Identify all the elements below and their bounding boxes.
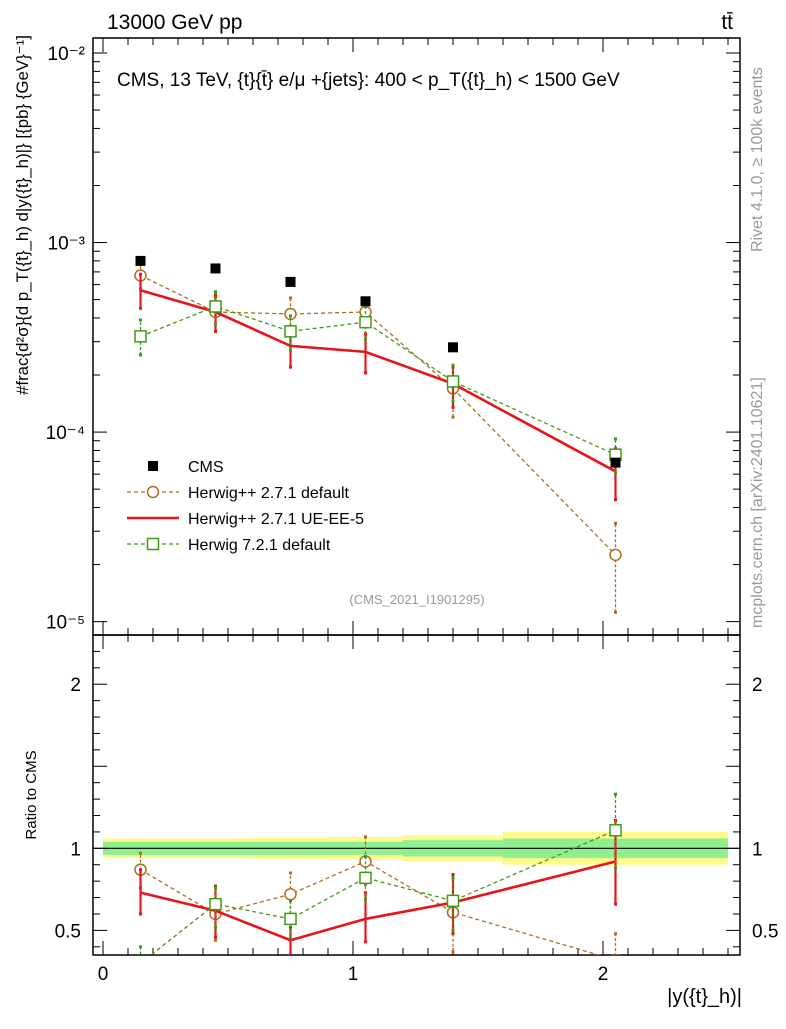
y-tick-label: 10⁻²: [48, 44, 86, 65]
data-point-square: [146, 537, 160, 551]
data-point-square: [446, 375, 460, 388]
data-point-cms: [610, 457, 621, 468]
legend: CMS Herwig++ 2.7.1 default Herwig++ 2.7.1 …: [127, 459, 364, 554]
data-point-square: [135, 958, 146, 969]
data-point-cms: [360, 296, 371, 307]
mcplots-label: mcplots.cern.ch [arXiv:2401.10621]: [749, 377, 766, 628]
data-point-cms: [135, 255, 146, 266]
x-tick-label: 1: [348, 964, 359, 985]
legend-label: Herwig++ 2.7.1 default: [188, 485, 350, 502]
ratio-line: [149, 829, 616, 955]
ratio-y-tick-label: 1: [752, 839, 763, 860]
ratio-bands: [93, 831, 740, 865]
ratio-y-tick-label: 0.5: [55, 921, 81, 942]
header-left: 13000 GeV pp: [107, 11, 242, 34]
data-point-square: [359, 315, 372, 329]
rivet-label: Rivet 4.1.0, ≥ 100k events: [749, 67, 766, 252]
y-tick-label: 10⁻⁵: [46, 613, 85, 634]
data-point-cms: [210, 263, 221, 274]
header-right: tt̄: [721, 11, 733, 34]
main-line: [140, 305, 616, 456]
x-tick-label: 0: [98, 964, 109, 985]
y-tick-label: 10⁻⁴: [46, 423, 85, 444]
watermark: (CMS_2021_I1901295): [349, 592, 484, 607]
data-point-circle: [146, 485, 160, 499]
data-point-square: [209, 300, 222, 313]
ratio-y-tick-label: 2: [752, 675, 763, 696]
data-point-cms: [285, 276, 296, 287]
legend-marker-cms: [148, 461, 158, 471]
legend-label: Herwig++ 2.7.1 UE-EE-5: [188, 511, 364, 528]
y-tick-label: 10⁻³: [48, 234, 86, 255]
main-ylabel: #frac{d²σ}{d p_T({t}_h) d|y({t}_h)|} [{p…: [13, 35, 32, 395]
ratio-ylabel: Ratio to CMS: [23, 750, 40, 839]
data-point-cms: [448, 342, 458, 353]
ratio-y-tick-label: 0.5: [752, 921, 778, 942]
data-point-square: [209, 897, 222, 911]
data-point-square: [609, 824, 622, 837]
legend-label: CMS: [188, 459, 224, 476]
x-tick-label: 2: [598, 964, 609, 985]
main-line: [140, 289, 617, 473]
series-main: [134, 255, 622, 614]
data-point-circle: [609, 548, 622, 562]
main-line: [140, 274, 616, 556]
data-point-circle: [611, 953, 620, 955]
data-point-square: [134, 330, 147, 343]
series-ratio: [134, 792, 622, 969]
axes: 10⁻² 10⁻³ 10⁻⁴ 10⁻⁵ 0 1 2 0.5 0.5 1 1 2 2: [46, 38, 778, 985]
ratio-line: [140, 860, 616, 942]
data-point-square: [284, 912, 297, 926]
ratio-y-tick-label: 1: [70, 839, 81, 860]
data-point-square: [359, 871, 372, 885]
ratio-xlabel: |y({t}_h)|: [667, 986, 742, 1008]
data-point-square: [284, 325, 297, 338]
ratio-y-tick-label: 2: [70, 675, 81, 696]
legend-label: Herwig 7.2.1 default: [188, 537, 331, 554]
plot-title: CMS, 13 TeV, {t}{t̄} e/μ +{jets}: 400 < …: [117, 70, 620, 91]
data-point-square: [446, 894, 460, 908]
data-point-circle: [284, 888, 297, 901]
ratio-panel-frame: [92, 634, 741, 956]
